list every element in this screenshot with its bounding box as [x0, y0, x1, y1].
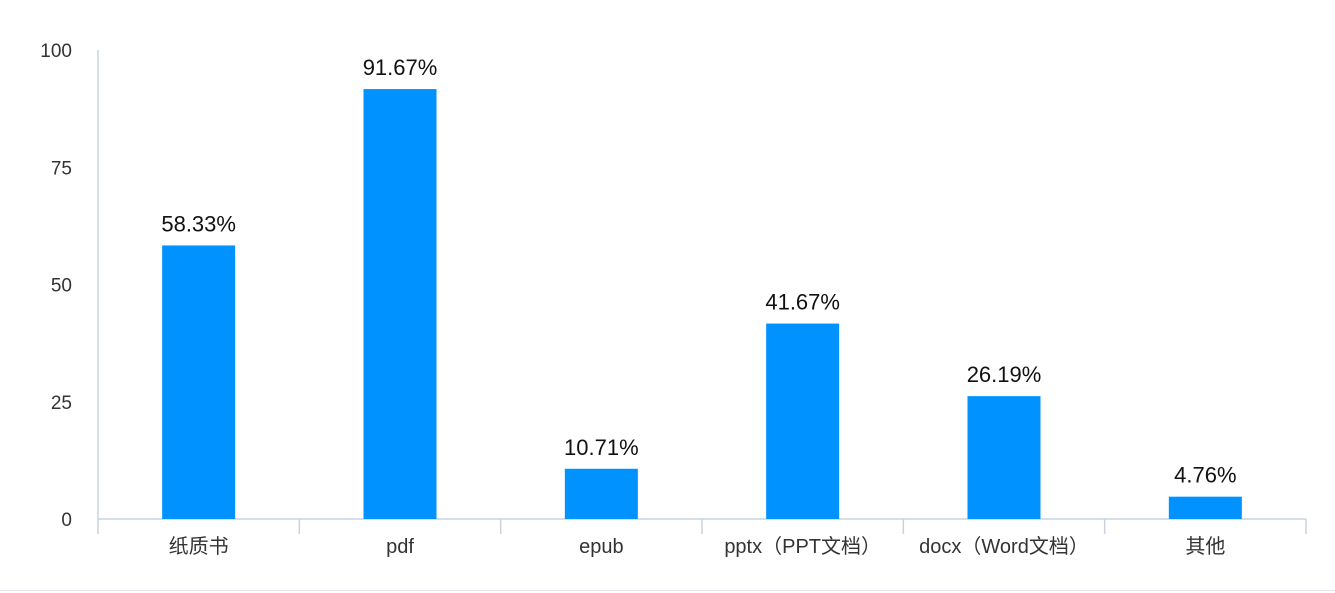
x-category-labels: 纸质书 pdf epub pptx（PPT文档） docx（Word文档） 其他 — [169, 535, 1226, 558]
bar — [363, 89, 437, 520]
y-tick-labels: 0 25 50 75 100 — [40, 41, 72, 531]
data-labels: 58.33% 91.67% 10.71% 41.67% 26.19% 4.76% — [161, 55, 1236, 488]
y-tick-label: 75 — [51, 158, 72, 179]
x-tick-marks — [97, 519, 1307, 534]
bar — [1168, 496, 1242, 519]
bar — [162, 245, 236, 519]
y-tick-label: 50 — [51, 276, 72, 297]
x-category-label: 其他 — [1185, 535, 1225, 558]
x-category-label: docx（Word文档） — [919, 535, 1089, 558]
y-tick-label: 0 — [61, 510, 72, 531]
x-category-label: pdf — [386, 536, 414, 558]
bar — [766, 323, 840, 519]
y-tick-label: 25 — [51, 393, 72, 414]
y-tick-label: 100 — [40, 41, 72, 62]
x-category-label: pptx（PPT文档） — [724, 535, 881, 558]
x-category-label: 纸质书 — [169, 535, 229, 558]
bar-value-label: 10.71% — [564, 435, 639, 460]
x-category-label: epub — [579, 536, 624, 558]
bottom-divider — [0, 590, 1335, 591]
bar-value-label: 4.76% — [1174, 463, 1236, 488]
bar-value-label: 91.67% — [363, 55, 438, 80]
bar-value-label: 26.19% — [967, 362, 1042, 387]
bar-series — [162, 89, 1242, 520]
x-axis: 纸质书 pdf epub pptx（PPT文档） docx（Word文档） 其他 — [97, 518, 1307, 558]
bar — [967, 396, 1041, 519]
bar-value-label: 41.67% — [765, 290, 840, 315]
bar — [564, 468, 638, 519]
y-axis: 0 25 50 75 100 — [40, 41, 99, 531]
bar-value-label: 58.33% — [161, 211, 236, 236]
